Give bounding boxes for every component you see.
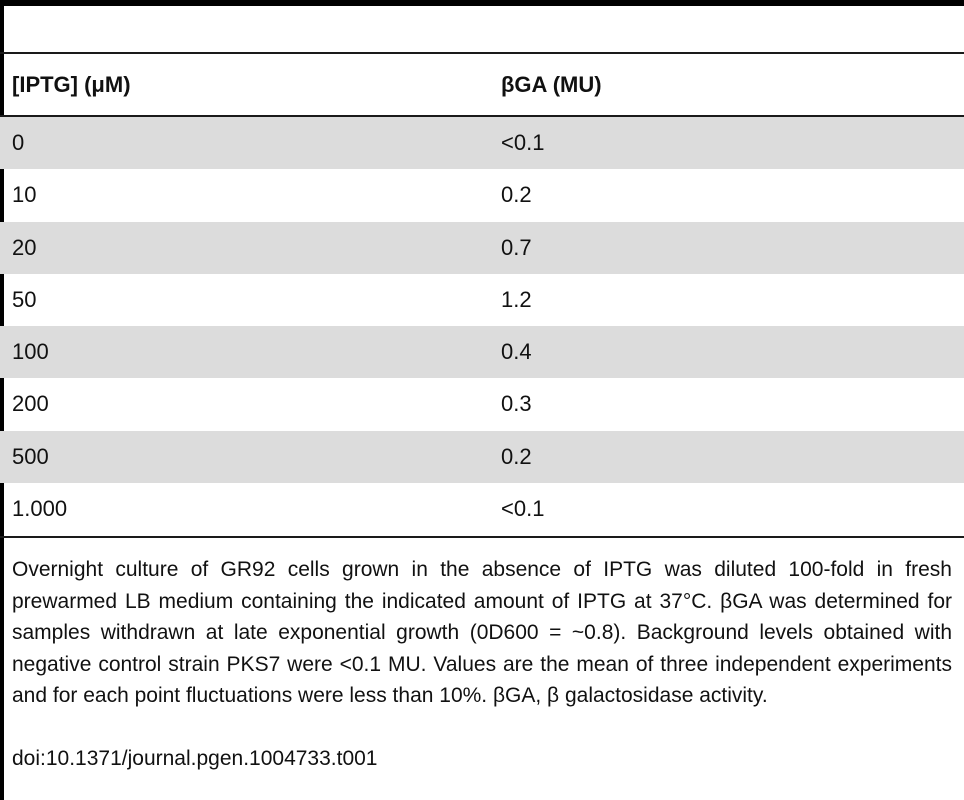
table-bottom-rule	[0, 536, 964, 538]
cell-bga: 1.2	[501, 286, 532, 312]
header-bottom-rule	[0, 115, 964, 117]
table-row: 20 0.7	[0, 221, 964, 274]
table-top-rule	[0, 0, 964, 6]
cell-bga: 0.4	[501, 339, 532, 364]
table-row: 10 0.2	[0, 169, 964, 221]
cell-iptg: 10	[12, 182, 37, 208]
header-top-rule	[0, 52, 964, 54]
cell-bga: 0.3	[501, 391, 532, 417]
table-row: 200 0.3	[0, 378, 964, 430]
table-row: 500 0.2	[0, 430, 964, 483]
table-row: 1.000 <0.1	[0, 483, 964, 535]
header-iptg: [IPTG] (μM)	[12, 72, 131, 97]
cell-iptg: 200	[12, 391, 49, 417]
cell-bga: 0.2	[501, 443, 532, 469]
table-row: 50 1.2	[0, 274, 964, 326]
cell-iptg: 100	[12, 339, 49, 364]
left-border-rule	[0, 0, 4, 800]
cell-iptg: 500	[12, 443, 49, 469]
cell-iptg: 1.000	[12, 495, 68, 521]
table-header-row: [IPTG] (μM) βGA (MU)	[0, 54, 964, 115]
doi-link[interactable]: doi:10.1371/journal.pgen.1004733.t001	[12, 747, 378, 770]
cell-bga: <0.1	[501, 130, 545, 155]
table-row: 100 0.4	[0, 326, 964, 379]
cell-iptg: 0	[12, 130, 25, 155]
table-row: 0 <0.1	[0, 117, 964, 170]
header-bga: βGA (MU)	[501, 72, 602, 97]
table-body: 0 <0.1 10 0.2 20 0.7 50 1.2 100 0.4 200 …	[0, 117, 964, 535]
cell-iptg: 20	[12, 234, 37, 260]
cell-bga: <0.1	[501, 495, 545, 521]
cell-bga: 0.2	[501, 182, 532, 208]
table-footnote: Overnight culture of GR92 cells grown in…	[12, 558, 952, 707]
cell-bga: 0.7	[501, 234, 532, 260]
cell-iptg: 50	[12, 286, 37, 312]
